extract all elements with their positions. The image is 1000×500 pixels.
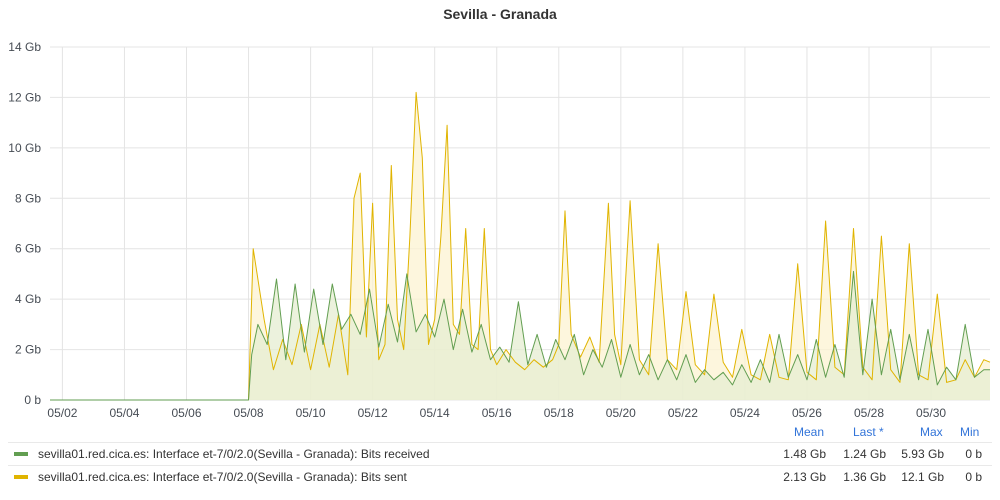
legend-mean-value: 1.48 Gb bbox=[783, 447, 826, 461]
series-line-sent[interactable] bbox=[50, 91, 991, 401]
y-tick-label: 2 Gb bbox=[15, 343, 41, 357]
legend-last-value: 1.36 Gb bbox=[843, 470, 886, 484]
legend-min-value: 0 b bbox=[965, 447, 982, 461]
series-lines bbox=[50, 91, 991, 401]
legend-row-received[interactable]: sevilla01.red.cica.es: Interface et-7/0/… bbox=[8, 442, 992, 465]
legend-col-last[interactable]: Last * bbox=[853, 425, 884, 439]
y-tick-label: 12 Gb bbox=[8, 90, 41, 104]
y-tick-label: 6 Gb bbox=[15, 242, 41, 256]
grid-lines bbox=[50, 46, 990, 401]
legend-last-value: 1.24 Gb bbox=[843, 447, 886, 461]
y-axis-ticks: 0 b 2 Gb 4 Gb 6 Gb 8 Gb 10 Gb 12 Gb 14 Gb bbox=[8, 40, 41, 407]
legend-mean-value: 2.13 Gb bbox=[783, 470, 826, 484]
legend-series-name[interactable]: sevilla01.red.cica.es: Interface et-7/0/… bbox=[38, 470, 407, 484]
x-tick-label: 05/22 bbox=[668, 406, 698, 420]
x-tick-label: 05/20 bbox=[606, 406, 636, 420]
chart-title: Sevilla - Granada bbox=[443, 6, 557, 22]
x-tick-label: 05/14 bbox=[420, 406, 450, 420]
x-axis-ticks: 05/02 05/04 05/06 05/08 05/10 05/12 05/14 05/16… bbox=[47, 406, 946, 420]
x-tick-label: 05/02 bbox=[47, 406, 77, 420]
legend-series-name[interactable]: sevilla01.red.cica.es: Interface et-7/0/… bbox=[38, 447, 430, 461]
y-tick-label: 14 Gb bbox=[8, 40, 41, 54]
legend-col-min[interactable]: Min bbox=[960, 425, 980, 439]
y-tick-label: 8 Gb bbox=[15, 191, 41, 205]
y-tick-label: 4 Gb bbox=[15, 292, 41, 306]
series-line-received[interactable] bbox=[50, 270, 990, 401]
y-tick-label: 0 b bbox=[24, 393, 41, 407]
legend-row-sent[interactable]: sevilla01.red.cica.es: Interface et-7/0/… bbox=[8, 465, 992, 488]
legend-table: Mean Last * Max Min sevilla01.red.cica.e… bbox=[8, 422, 992, 488]
legend-swatch-sent[interactable] bbox=[14, 475, 28, 479]
x-tick-label: 05/28 bbox=[854, 406, 884, 420]
legend-swatch-received[interactable] bbox=[14, 452, 28, 456]
x-tick-label: 05/08 bbox=[234, 406, 264, 420]
x-tick-label: 05/04 bbox=[109, 406, 139, 420]
legend-max-value: 5.93 Gb bbox=[901, 447, 944, 461]
x-tick-label: 05/18 bbox=[544, 406, 574, 420]
series-areas bbox=[50, 92, 990, 401]
legend-header: Mean Last * Max Min bbox=[8, 422, 992, 442]
x-tick-label: 05/16 bbox=[482, 406, 512, 420]
x-tick-label: 05/26 bbox=[792, 406, 822, 420]
legend-col-mean[interactable]: Mean bbox=[794, 425, 825, 439]
legend-min-value: 0 b bbox=[965, 470, 982, 484]
y-tick-label: 10 Gb bbox=[8, 141, 41, 155]
x-tick-label: 05/12 bbox=[358, 406, 388, 420]
x-tick-label: 05/24 bbox=[730, 406, 760, 420]
legend-max-value: 12.1 Gb bbox=[901, 470, 944, 484]
series-area-received bbox=[50, 271, 990, 400]
legend-col-max[interactable]: Max bbox=[920, 425, 943, 439]
x-tick-label: 05/06 bbox=[171, 406, 201, 420]
x-tick-label: 05/30 bbox=[916, 406, 946, 420]
chart-plot[interactable]: 0 b 2 Gb 4 Gb 6 Gb 8 Gb 10 Gb 12 Gb 14 Gb 05/02… bbox=[0, 0, 1000, 420]
x-tick-label: 05/10 bbox=[296, 406, 326, 420]
